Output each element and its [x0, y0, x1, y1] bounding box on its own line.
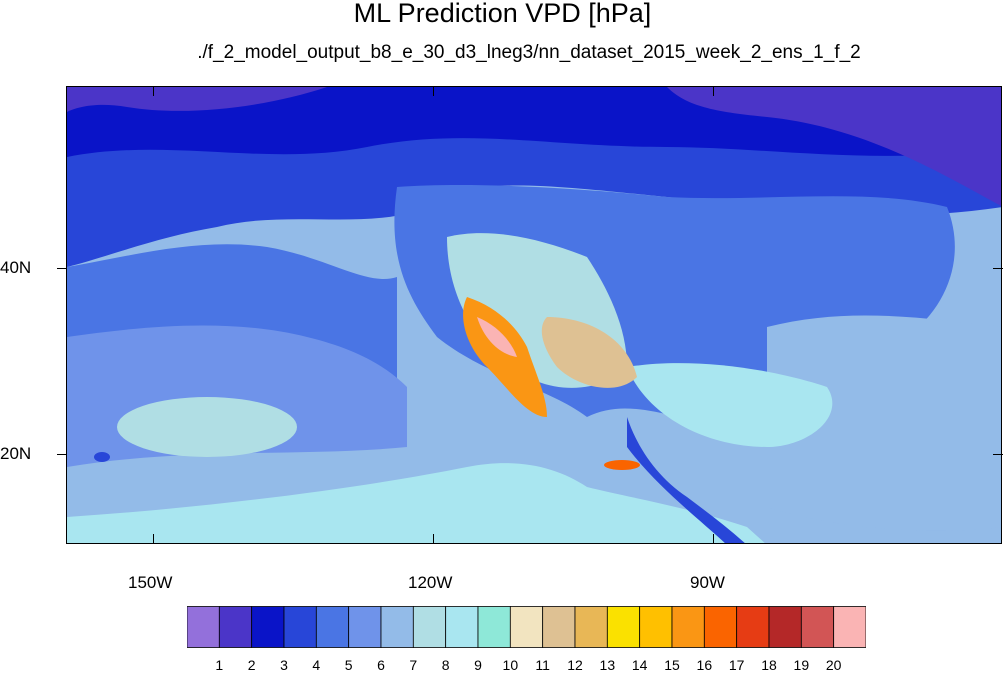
- colorbar-label-14: 14: [631, 657, 648, 673]
- colorbar-box-0: [187, 606, 220, 648]
- colorbar-label-20: 20: [825, 657, 842, 673]
- alaska-band: [67, 87, 327, 112]
- y-tick-40n-right: [993, 268, 1003, 269]
- texas-warm: [541, 317, 637, 388]
- y-tick-20n-right: [993, 454, 1003, 455]
- colorbar-box-7: [412, 606, 447, 648]
- colorbar-box-4: [315, 606, 350, 648]
- colorbar-label-3: 3: [280, 657, 288, 673]
- colorbar-box-10: [509, 606, 544, 648]
- colorbar-box-14: [639, 606, 673, 648]
- tropical-band: [67, 463, 765, 543]
- colorbar-box-16: [703, 606, 738, 648]
- colorbar-box-6: [380, 606, 414, 648]
- gulf-of-mexico: [627, 363, 833, 447]
- colorbar-box-12: [574, 606, 608, 648]
- caribbean-hot-spot: [604, 460, 640, 470]
- colorbar-box-9: [477, 606, 511, 648]
- colorbar-box-2: [251, 606, 285, 648]
- hawaii: [94, 452, 110, 462]
- colorbar-label-6: 6: [377, 657, 385, 673]
- x-tick-150w: [153, 534, 154, 544]
- colorbar-label-15: 15: [664, 657, 680, 673]
- colorbar-label-8: 8: [441, 657, 450, 673]
- canada-band: [667, 87, 1001, 206]
- colorbar-label-13: 13: [599, 657, 616, 673]
- colorbar-box-13: [606, 606, 641, 648]
- x-tick-90w-top: [713, 86, 714, 96]
- pacific-pale-patch: [117, 397, 297, 457]
- x-tick-120w: [433, 534, 434, 544]
- colorbar-label-4: 4: [312, 657, 321, 673]
- colorbar-label-2: 2: [247, 657, 256, 673]
- x-label-120w: 120W: [408, 573, 453, 592]
- x-label-90w: 90W: [690, 573, 725, 592]
- colorbar-label-7: 7: [409, 657, 418, 673]
- colorbar-box-20: [833, 606, 866, 648]
- colorbar-label-19: 19: [793, 657, 810, 673]
- colorbar-box-15: [671, 606, 705, 648]
- colorbar-label-1: 1: [215, 657, 224, 673]
- colorbar-label-17: 17: [728, 657, 745, 673]
- x-tick-120w-top: [433, 86, 434, 96]
- colorbar-box-17: [736, 606, 770, 648]
- colorbar-label-10: 10: [502, 657, 519, 673]
- colorbar-box-5: [348, 606, 382, 648]
- colorbar-box-8: [445, 606, 479, 648]
- colorbar-label-5: 5: [344, 657, 353, 673]
- y-label-40n: 40N: [0, 258, 32, 277]
- colorbar: [187, 606, 866, 648]
- southwest-hottest: [477, 317, 517, 357]
- vpd-map: [66, 86, 1002, 544]
- colorbar-label-16: 16: [696, 657, 713, 673]
- x-label-150w: 150W: [128, 573, 173, 592]
- y-tick-20n: [57, 454, 67, 455]
- colorbar-box-19: [800, 606, 835, 648]
- colorbar-label-11: 11: [535, 657, 550, 673]
- colorbar-label-12: 12: [567, 657, 583, 673]
- colorbar-label-18: 18: [761, 657, 777, 673]
- map-subtitle: ./f_2_model_output_b8_e_30_d3_lneg3/nn_d…: [197, 42, 861, 63]
- colorbar-box-1: [218, 606, 253, 648]
- colorbar-box-11: [542, 606, 576, 648]
- x-tick-150w-top: [153, 86, 154, 96]
- atlantic-pale: [767, 315, 1001, 531]
- colorbar-box-18: [768, 606, 802, 648]
- colorbar-label-9: 9: [474, 657, 482, 673]
- colorbar-box-3: [283, 606, 317, 648]
- y-tick-40n: [57, 268, 67, 269]
- map-title: ML Prediction VPD [hPa]: [353, 0, 652, 28]
- vpd-contour-field: [67, 87, 1001, 543]
- x-tick-90w: [713, 534, 714, 544]
- y-label-20n: 20N: [0, 444, 32, 463]
